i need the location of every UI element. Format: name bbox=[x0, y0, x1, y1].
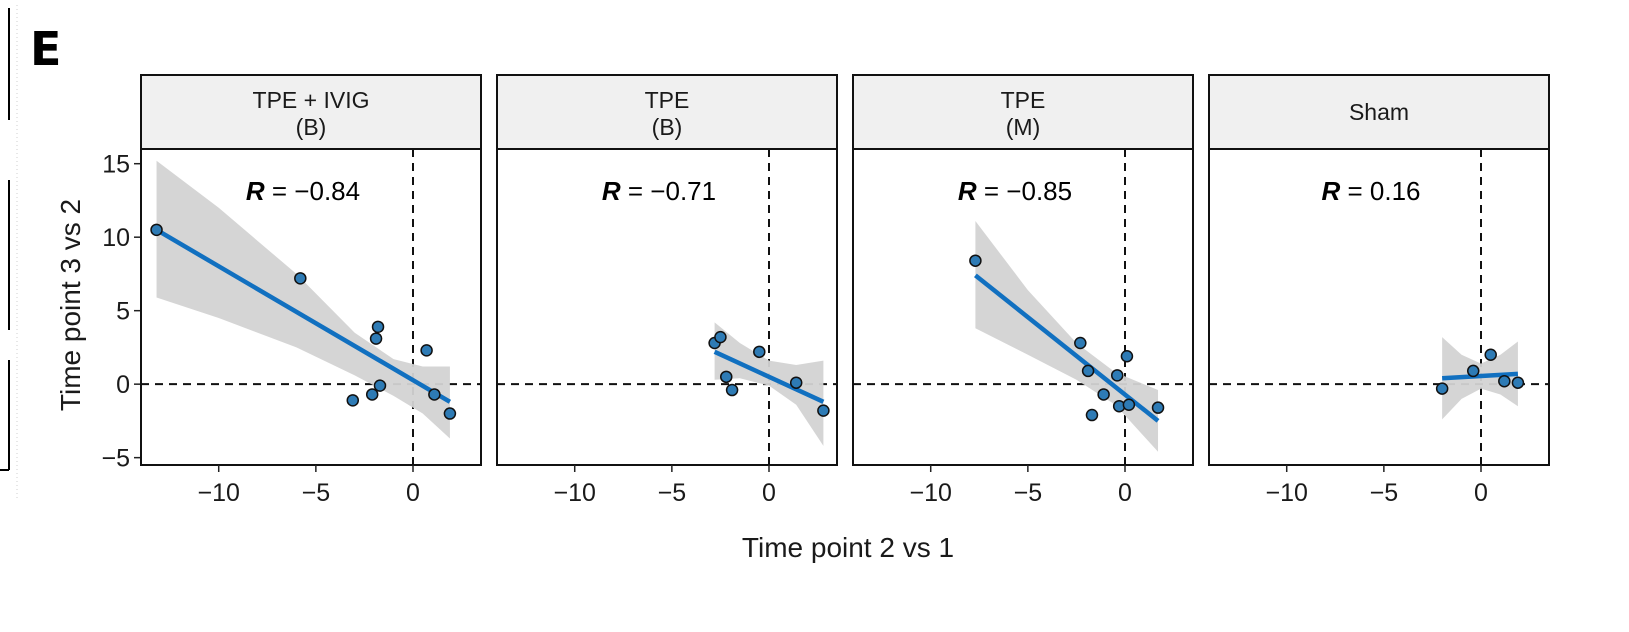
x-tick-label: 0 bbox=[406, 479, 420, 507]
y-axis: −5 0 5 10 15 bbox=[101, 151, 141, 473]
facet-strip-sublabel: (B) bbox=[296, 114, 327, 140]
data-point bbox=[725, 383, 739, 397]
x-tick-label: 0 bbox=[1474, 479, 1488, 507]
x-tick-label: −5 bbox=[302, 479, 331, 507]
regression-line bbox=[713, 349, 825, 404]
data-point bbox=[1110, 369, 1124, 382]
x-tick-label: 0 bbox=[762, 479, 776, 507]
x-tick-label: −10 bbox=[1266, 479, 1308, 507]
y-tick-label: 0 bbox=[116, 371, 130, 399]
facet-strip-label: TPE + IVIG bbox=[253, 87, 370, 113]
data-point bbox=[969, 254, 982, 267]
correlation-label: R = 0.16 bbox=[1321, 176, 1420, 206]
x-tick-label: −10 bbox=[910, 479, 952, 507]
data-point bbox=[1484, 348, 1497, 362]
data-point bbox=[714, 330, 727, 344]
data-point bbox=[1074, 336, 1087, 350]
correlation-label: R = −0.84 bbox=[246, 176, 360, 206]
panel-border bbox=[1208, 148, 1550, 466]
x-tick-label: 0 bbox=[1118, 479, 1132, 507]
facet-strip-label: Sham bbox=[1349, 99, 1409, 125]
data-point bbox=[753, 345, 766, 359]
plot-area bbox=[1209, 149, 1549, 465]
regression-line bbox=[973, 273, 1160, 423]
confidence-band bbox=[714, 322, 824, 446]
correlation-value: = 0.16 bbox=[1340, 176, 1420, 206]
x-tick-label: −5 bbox=[1370, 479, 1399, 507]
data-point bbox=[720, 370, 733, 384]
confidence-band bbox=[975, 221, 1159, 452]
correlation-label: R = −0.85 bbox=[958, 176, 1072, 206]
facet-strip-sublabel: (M) bbox=[1006, 114, 1040, 140]
y-tick-label: −5 bbox=[101, 445, 130, 473]
x-axis: −10 −5 0 bbox=[554, 465, 776, 507]
panel-border bbox=[852, 148, 1194, 466]
data-point bbox=[1511, 376, 1525, 389]
data-point bbox=[365, 388, 379, 401]
y-axis-title: Time point 3 vs 2 bbox=[55, 199, 86, 411]
data-point bbox=[1120, 349, 1134, 363]
x-tick-label: −5 bbox=[658, 479, 687, 507]
data-point bbox=[346, 394, 360, 407]
data-point bbox=[817, 404, 830, 417]
panel-letter: E bbox=[30, 22, 61, 76]
correlation-symbol: R bbox=[1321, 176, 1340, 206]
facet-strip-sublabel: (B) bbox=[652, 114, 683, 140]
data-point bbox=[1151, 401, 1165, 414]
x-axis-title: Time point 2 vs 1 bbox=[742, 532, 954, 563]
correlation-value: = −0.85 bbox=[977, 176, 1072, 206]
correlation-value: = −0.71 bbox=[621, 176, 716, 206]
data-point bbox=[1081, 364, 1095, 378]
y-tick-label: 15 bbox=[102, 151, 130, 179]
correlation-symbol: R bbox=[602, 176, 621, 206]
data-point bbox=[150, 223, 163, 237]
left-edge-fragments bbox=[0, 5, 18, 500]
regression-line bbox=[155, 227, 452, 404]
x-tick-label: −5 bbox=[1014, 479, 1043, 507]
data-point bbox=[420, 344, 433, 357]
facet-2: TPE(B) R = −0.71 −10 −5 0 bbox=[496, 74, 838, 507]
facet-strip-label: TPE bbox=[645, 87, 690, 113]
correlation-symbol: R bbox=[246, 176, 265, 206]
data-point bbox=[1435, 382, 1449, 395]
data-point bbox=[428, 388, 441, 401]
facet-strip-label: TPE bbox=[1001, 87, 1046, 113]
data-point bbox=[369, 332, 383, 345]
x-tick-label: −10 bbox=[198, 479, 240, 507]
x-axis: −10 −5 0 bbox=[910, 465, 1132, 507]
regression-line bbox=[1442, 371, 1519, 381]
facet-3: TPE(M) R = −0.85 −10 −5 0 bbox=[852, 74, 1194, 507]
correlation-value: = −0.84 bbox=[265, 176, 360, 206]
y-tick-label: 10 bbox=[102, 224, 130, 252]
correlation-label: R = −0.71 bbox=[602, 176, 716, 206]
panel-border bbox=[496, 148, 838, 466]
correlation-symbol: R bbox=[958, 176, 977, 206]
data-point bbox=[1498, 374, 1511, 388]
data-point bbox=[294, 272, 307, 285]
x-tick-label: −10 bbox=[554, 479, 596, 507]
plot-area bbox=[497, 149, 837, 465]
facet-strip bbox=[1208, 74, 1550, 150]
facet-4: Sham R = 0.16 −10 −5 0 bbox=[1208, 74, 1550, 507]
x-axis: −10 −5 0 bbox=[1266, 465, 1488, 507]
confidence-band bbox=[156, 160, 450, 439]
data-point bbox=[371, 320, 385, 334]
facet-strip bbox=[852, 74, 1194, 150]
facet-1: TPE + IVIG(B) R = −0.84 −10 −5 0 bbox=[140, 74, 482, 507]
data-point bbox=[373, 379, 387, 392]
data-point bbox=[1122, 398, 1136, 411]
data-point bbox=[789, 376, 803, 389]
data-point bbox=[443, 407, 457, 420]
y-tick-label: 5 bbox=[116, 298, 130, 326]
facet-strip bbox=[496, 74, 838, 150]
data-point bbox=[1097, 388, 1110, 401]
data-point bbox=[1085, 408, 1099, 422]
panel-border bbox=[140, 148, 482, 466]
x-axis: −10 −5 0 bbox=[198, 465, 420, 507]
data-point bbox=[1466, 364, 1480, 378]
